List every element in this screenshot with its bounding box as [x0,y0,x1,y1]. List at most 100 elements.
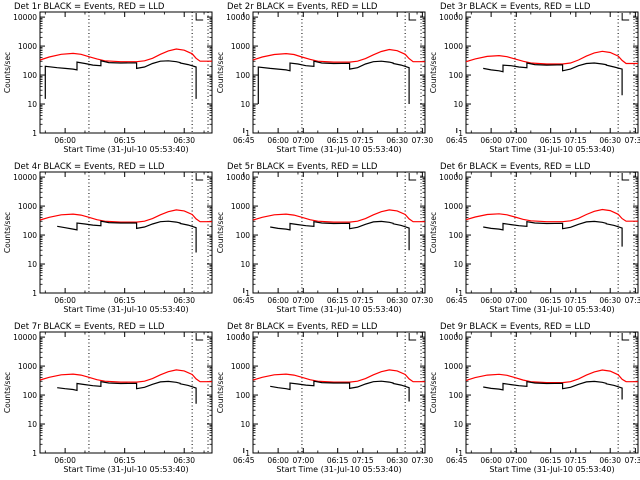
series-events-line [57,380,197,404]
plot-frame [465,331,639,454]
bracket-marker [621,13,630,21]
x-tick-label: 06:30 [386,456,408,465]
x-tick-label: 06:15 [327,296,349,305]
chart-panel-7: Det 7r BLACK = Events, RED = LLD11010010… [3,322,433,474]
series-lld-line [465,208,638,223]
x-axis-label: Start Time (31-Jul-10 05:53:40) [489,145,614,154]
x-axis-label: Start Time (31-Jul-10 05:53:40) [276,465,401,474]
chart-panel-4: Det 4r BLACK = Events, RED = LLD11010010… [3,162,433,314]
x-tick-label: 07:30 [625,456,640,465]
x-axis-label: Start Time (31-Jul-10 05:53:40) [276,305,401,314]
x-tick-label: 07:15 [565,136,587,145]
x-tick-label: 07:00 [505,456,527,465]
series-events-line [44,60,197,99]
y-tick-label: 100 [449,71,464,80]
plot-frame [39,11,213,134]
y-tick-label: 10000 [13,13,37,22]
x-tick-label: 06:00 [480,136,502,145]
x-axis-label: Start Time (31-Jul-10 05:53:40) [63,305,188,314]
x-tick-label: 06:15 [327,456,349,465]
x-tick-label: 07:15 [352,456,374,465]
y-tick-label: 10 [27,100,37,109]
chart-panel-6: Det 6r BLACK = Events, RED = LLD 1 10 100 10… [429,162,639,314]
chart-panel-9: Det 9r BLACK = Events, RED = LLD 1 10 100 10… [429,322,639,474]
bracket-marker [408,333,417,341]
chart-title: Det 5r BLACK = Events, RED = LLD [227,162,378,172]
bracket-marker [408,13,417,21]
series-events-line [270,380,410,402]
y-tick-label: 1 [458,449,463,458]
y-axis-label: Counts/sec [3,372,12,413]
x-tick-label: 06:00 [480,456,502,465]
x-tick-label: 07:30 [625,136,640,145]
series-lld-line [465,50,638,65]
x-tick-label: 06:45 [233,456,255,465]
y-axis-label: Counts/sec [216,372,225,413]
y-tick-label: 10000 [13,173,37,182]
x-tick-label: 06:00 [267,296,289,305]
x-tick-label: 06:15 [540,456,562,465]
y-tick-label: 10 [240,100,250,109]
y-tick-label: 1000 [18,202,37,211]
chart-title: Det 6r BLACK = Events, RED = LLD [440,162,591,172]
y-tick-label: 10 [240,420,250,429]
y-axis-label: Counts/sec [216,52,225,93]
plot-frame [465,171,639,294]
y-tick-label: 10 [27,260,37,269]
y-tick-label: 1000 [18,42,37,51]
x-tick-label: 06:15 [540,296,562,305]
y-tick-label: 10000 [226,13,250,22]
y-tick-label: 100 [449,231,464,240]
y-tick-label: 1 [245,449,250,458]
series-events-line [257,60,410,104]
y-tick-label: 10000 [439,173,463,182]
y-axis-label: Counts/sec [429,212,438,253]
plot-frame [252,331,426,454]
x-tick-label: 07:30 [412,296,434,305]
x-tick-label: 07:00 [505,136,527,145]
x-tick-label: 07:15 [565,296,587,305]
y-tick-label: 100 [236,71,251,80]
x-axis-label: Start Time (31-Jul-10 05:53:40) [63,145,188,154]
x-tick-label: 06:30 [599,296,621,305]
x-axis-label: Start Time (31-Jul-10 05:53:40) [276,145,401,154]
bracket-marker [621,173,630,181]
y-tick-label: 10000 [226,173,250,182]
chart-title: Det 2r BLACK = Events, RED = LLD [227,2,378,12]
y-tick-label: 1000 [444,202,463,211]
x-tick-label: 07:00 [292,136,314,145]
y-tick-label: 1000 [231,202,250,211]
series-events-line [57,220,197,253]
y-axis-label: Counts/sec [429,52,438,93]
series-lld-line [252,369,425,383]
chart-panel-1: Det 1r BLACK = Events, RED = LLD11010010… [3,2,433,154]
bracket-marker [621,333,630,341]
y-tick-label: 10000 [226,333,250,342]
x-tick-label: 06:30 [386,296,408,305]
series-events-line [483,220,623,247]
x-tick-label: 07:15 [352,136,374,145]
y-tick-label: 10000 [439,333,463,342]
y-tick-label: 10000 [439,13,463,22]
x-tick-label: 06:30 [173,456,195,465]
x-tick-label: 06:15 [114,296,136,305]
x-tick-label: 06:00 [54,136,76,145]
y-tick-label: 10 [453,260,463,269]
x-tick-label: 06:45 [233,136,255,145]
series-events-line [483,380,623,400]
y-tick-label: 10 [240,260,250,269]
series-lld-line [252,48,425,63]
x-axis-label: Start Time (31-Jul-10 05:53:40) [489,465,614,474]
x-tick-label: 06:30 [173,136,195,145]
x-tick-label: 06:45 [446,136,468,145]
series-lld-line [39,48,212,63]
chart-title: Det 1r BLACK = Events, RED = LLD [14,2,165,12]
x-tick-label: 07:00 [292,296,314,305]
y-tick-label: 1000 [18,362,37,371]
series-events-line [270,220,410,251]
y-tick-label: 100 [236,391,251,400]
series-lld-line [252,209,425,223]
chart-panel-8: Det 8r BLACK = Events, RED = LLD11010010… [216,322,640,474]
